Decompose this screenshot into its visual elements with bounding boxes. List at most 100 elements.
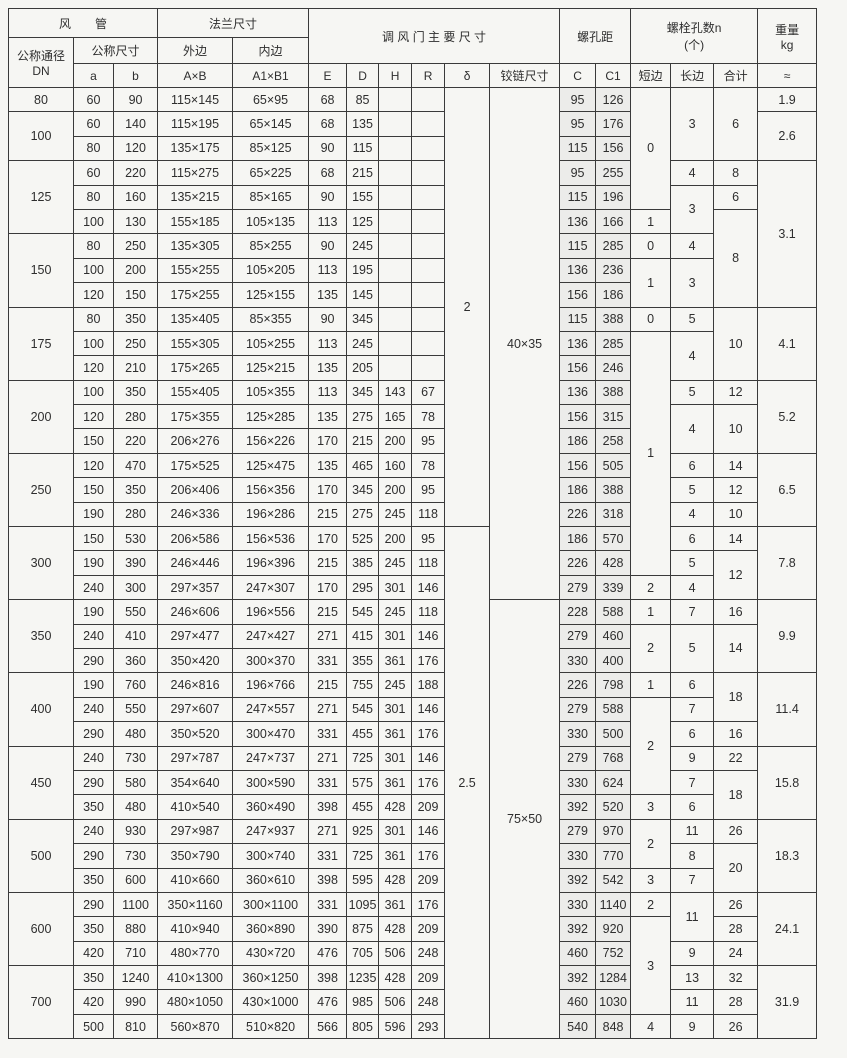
cell-c1: 388 — [595, 379, 632, 406]
table-row: 150 220 206×276 156×226 170 215 200 95 186 258 — [9, 428, 817, 454]
cell-e: 331 — [308, 769, 348, 796]
cell-a: 290 — [73, 647, 114, 674]
cell-c1: 285 — [595, 330, 632, 357]
cell-h — [378, 208, 413, 235]
cell-d: 1095 — [346, 891, 380, 918]
cell-d: 465 — [346, 452, 380, 479]
cell-r: 146 — [411, 696, 446, 723]
cell-r — [411, 184, 446, 210]
header-e: E — [308, 63, 348, 88]
table-row: 150 80 250 135×305 85×255 90 245 115 285 0 4 — [8, 233, 817, 308]
cell-e: 170 — [308, 574, 348, 601]
header-nominal-size: 公称尺寸 — [72, 37, 159, 64]
cell-h: 301 — [378, 623, 413, 649]
header-a1xb1: A1×B1 — [232, 63, 310, 88]
cell-dn: 400 — [8, 672, 74, 747]
cell-c1: 798 — [595, 672, 632, 698]
table-row: 290 730 350×790 300×740 331 725 361 176 330 770 8 2… — [9, 843, 817, 893]
cell-long-side: 5 — [670, 306, 715, 332]
cell-outer: 155×185 — [157, 208, 234, 235]
cell-h — [378, 160, 413, 186]
cell-inner: 247×737 — [232, 745, 310, 771]
cell-r — [411, 160, 446, 186]
cell-e: 68 — [308, 86, 348, 113]
cell-c1: 255 — [595, 160, 632, 186]
cell-c1: 236 — [595, 257, 632, 284]
cell-c1: 970 — [595, 818, 632, 845]
table-row: 175 80 350 135×405 85×355 90 345 115 388 0 5 10 4.1 — [8, 306, 818, 381]
cell-b: 350 — [112, 306, 159, 332]
table-row: 120 150 175×255 125×155 135 145 156 186 — [9, 282, 817, 308]
cell-a: 150 — [73, 526, 114, 552]
cell-c: 279 — [559, 623, 597, 649]
cell-e: 170 — [308, 477, 348, 503]
cell-a: 240 — [73, 818, 114, 845]
cell-inner: 510×820 — [232, 1013, 310, 1040]
cell-total: 24 — [713, 940, 759, 967]
cell-long-side: 11 — [670, 891, 715, 942]
cell-c1: 285 — [595, 233, 632, 259]
cell-d: 595 — [346, 867, 380, 893]
cell-dn: 175 — [8, 306, 74, 381]
cell-inner: 360×610 — [232, 867, 310, 893]
cell-outer: 410×940 — [157, 916, 234, 942]
table-row: 350 480 410×540 360×490 398 455 428 209 392 520 3 6 — [9, 794, 817, 820]
cell-r: 209 — [411, 794, 446, 820]
cell-long-side: 4 — [670, 233, 715, 259]
cell-short-side: 1 — [630, 672, 672, 698]
cell-b: 930 — [112, 818, 159, 845]
cell-b: 250 — [112, 233, 159, 259]
cell-d: 455 — [346, 794, 380, 820]
cell-total: 12 — [713, 477, 759, 503]
cell-r: 176 — [411, 891, 446, 918]
header-inner: 内边 — [232, 37, 310, 64]
cell-short-side: 3 — [630, 916, 672, 1015]
cell-inner: 300×470 — [232, 721, 310, 747]
cell-b: 360 — [112, 647, 159, 674]
header-nominal-dia: 公称通径 DN — [8, 37, 74, 88]
cell-d: 215 — [346, 160, 380, 186]
header-damper: 调 风 门 主 要 尺 寸 — [308, 8, 561, 64]
cell-outer: 175×265 — [157, 355, 234, 381]
cell-b: 150 — [112, 282, 159, 308]
cell-total: 12 — [713, 550, 759, 601]
table-row: 290 580 354×640 300×590 331 575 361 176 330 624 7 1… — [9, 769, 817, 820]
cell-d: 155 — [346, 184, 380, 210]
cell-c: 330 — [559, 891, 597, 918]
cell-a: 190 — [73, 550, 114, 576]
cell-c: 186 — [559, 477, 597, 503]
table-row: 500 240 930 297×987 247×937 271 925 301 146 279 97… — [8, 818, 818, 893]
cell-d: 575 — [346, 769, 380, 796]
cell-e: 68 — [308, 111, 348, 137]
cell-c1: 588 — [595, 696, 632, 723]
cell-a: 60 — [73, 86, 114, 113]
cell-outer: 410×540 — [157, 794, 234, 820]
cell-e: 90 — [308, 233, 348, 259]
cell-e: 331 — [308, 891, 348, 918]
cell-outer: 297×477 — [157, 623, 234, 649]
cell-h: 506 — [378, 940, 413, 967]
cell-b: 120 — [112, 135, 159, 162]
cell-a: 80 — [73, 233, 114, 259]
cell-h: 428 — [378, 916, 413, 942]
cell-e: 331 — [308, 843, 348, 869]
cell-a: 290 — [73, 721, 114, 747]
cell-d: 355 — [346, 647, 380, 674]
cell-r: 146 — [411, 745, 446, 771]
cell-outer: 480×1050 — [157, 989, 234, 1015]
cell-r — [411, 111, 446, 137]
cell-a: 120 — [73, 355, 114, 381]
cell-r: 78 — [411, 452, 446, 479]
cell-long-side: 4 — [670, 404, 715, 454]
cell-c: 136 — [559, 257, 597, 284]
cell-r: 248 — [411, 989, 446, 1015]
cell-short-side: 1 — [630, 599, 672, 625]
cell-total: 8 — [713, 208, 759, 308]
header-d: D — [346, 63, 380, 88]
cell-r — [411, 208, 446, 235]
cell-a: 120 — [73, 452, 114, 479]
cell-e: 113 — [308, 257, 348, 284]
cell-e: 331 — [308, 647, 348, 674]
cell-e: 390 — [308, 916, 348, 942]
cell-c1: 166 — [595, 208, 632, 235]
